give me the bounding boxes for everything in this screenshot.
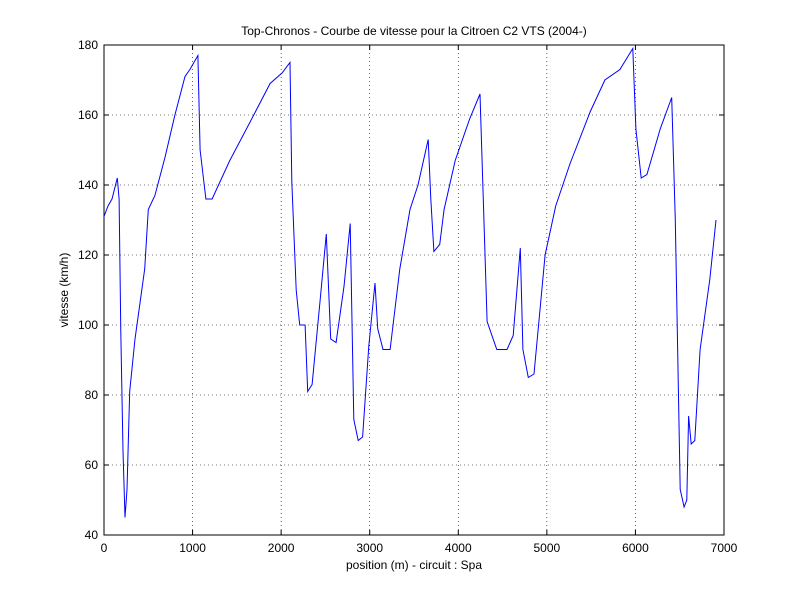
x-tick-label: 3000 [356, 541, 383, 555]
y-tick-label: 40 [85, 528, 99, 542]
y-axis-label: vitesse (km/h) [57, 253, 71, 328]
x-axis-label: position (m) - circuit : Spa [346, 558, 482, 572]
plot-area [104, 45, 724, 535]
x-tick-label: 5000 [534, 541, 561, 555]
y-tick-label: 60 [85, 458, 99, 472]
y-tick-label: 80 [85, 388, 99, 402]
x-tick-label: 6000 [622, 541, 649, 555]
axes-box [103, 44, 725, 536]
x-tick-label: 7000 [711, 541, 738, 555]
y-tick-label: 180 [78, 38, 98, 52]
x-tick-label: 2000 [268, 541, 295, 555]
chart-title: Top-Chronos - Courbe de vitesse pour la … [241, 24, 587, 38]
x-tick-label: 0 [101, 541, 108, 555]
x-tick-label: 1000 [179, 541, 206, 555]
y-tick-label: 160 [78, 108, 98, 122]
y-tick-label: 100 [78, 318, 98, 332]
x-tick-label: 4000 [445, 541, 472, 555]
y-tick-label: 140 [78, 178, 98, 192]
speed-line [103, 46, 717, 518]
y-tick-label: 120 [78, 248, 98, 262]
